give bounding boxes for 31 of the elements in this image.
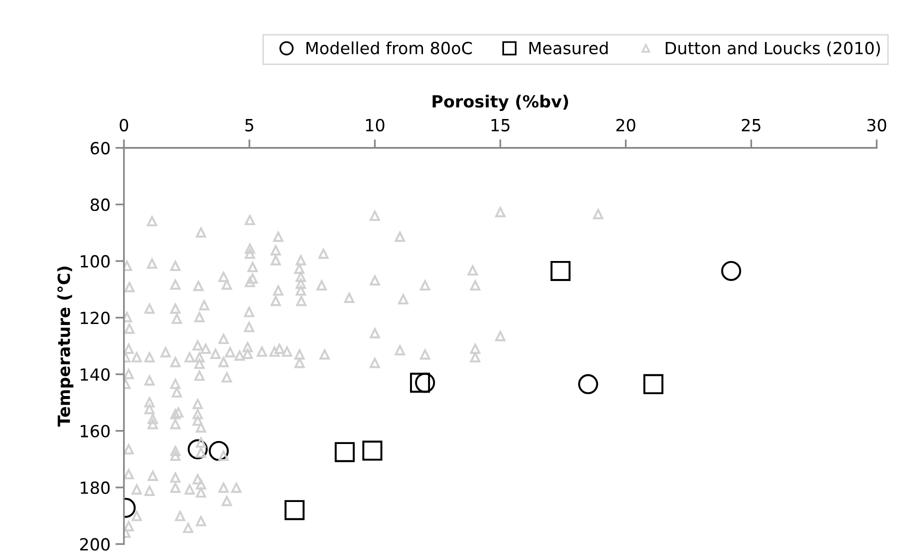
point (362, 440, 382, 461)
x-tick-label: 20 (616, 118, 636, 132)
x-axis-title: Porosity (%bv) (432, 94, 568, 112)
point (578, 374, 598, 394)
point (643, 374, 664, 394)
point (550, 260, 571, 281)
y-tick-label: 100 (80, 255, 110, 268)
y-tick-label: 120 (80, 312, 110, 324)
y-axis-title: Temperature (°C) (57, 266, 74, 427)
point (410, 372, 430, 393)
x-tick-label: 15 (492, 119, 510, 132)
y-tick-label: 80 (90, 198, 110, 212)
y-tick-label: 200 (80, 538, 110, 551)
x-tick-label: 10 (366, 118, 384, 132)
legend-label: Modelled from 80oC (306, 41, 472, 54)
point (334, 442, 355, 462)
y-tick-label: 140 (80, 368, 110, 381)
y-tick-label: 60 (90, 142, 110, 154)
point (721, 260, 742, 281)
y-tick-label: 180 (80, 481, 110, 494)
x-tick-label: 30 (867, 118, 886, 132)
legend-label: Dutton and Loucks (2010) (666, 41, 880, 56)
point (208, 440, 229, 461)
point (415, 372, 436, 393)
point (284, 500, 305, 520)
legend-label: Measured (529, 41, 608, 54)
y-tick-label: 160 (80, 424, 110, 438)
x-tick-label: 25 (742, 118, 760, 132)
point (188, 439, 208, 460)
x-tick-label: 0 (120, 118, 128, 132)
x-tick-label: 5 (245, 119, 254, 132)
